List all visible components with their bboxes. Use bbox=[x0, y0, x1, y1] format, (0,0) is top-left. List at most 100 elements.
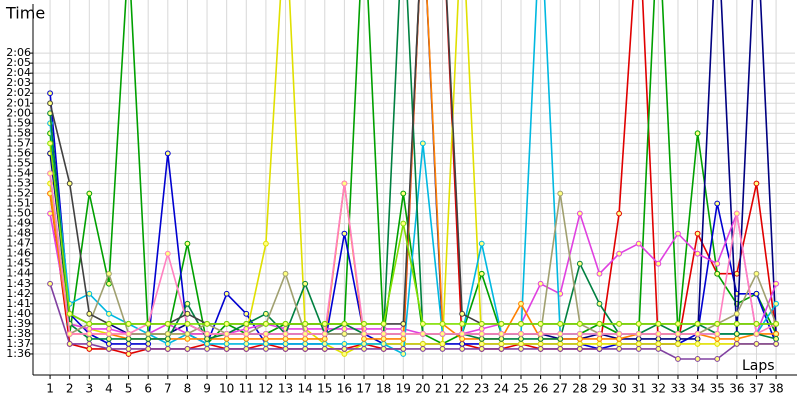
data-point bbox=[714, 336, 721, 342]
data-point bbox=[66, 330, 73, 337]
x-tick-label: 1 bbox=[46, 382, 54, 396]
data-point bbox=[106, 325, 112, 332]
data-point bbox=[616, 210, 623, 217]
y-tick-label: 2:04 bbox=[6, 66, 31, 79]
data-point bbox=[106, 310, 112, 317]
data-point bbox=[478, 240, 485, 247]
data-point bbox=[47, 140, 53, 147]
x-tick-label: 33 bbox=[670, 382, 685, 396]
data-point bbox=[341, 346, 348, 352]
data-point bbox=[439, 320, 446, 327]
data-point bbox=[243, 346, 250, 352]
data-point bbox=[400, 330, 407, 337]
data-point bbox=[694, 230, 701, 237]
data-point bbox=[282, 341, 289, 347]
data-point bbox=[714, 356, 721, 362]
data-point bbox=[459, 341, 466, 347]
y-tick-label: 1:42 bbox=[6, 287, 31, 300]
data-point bbox=[557, 336, 564, 342]
data-point bbox=[733, 310, 740, 317]
data-point bbox=[263, 310, 269, 317]
data-point bbox=[694, 320, 701, 327]
data-point bbox=[655, 336, 662, 342]
data-point bbox=[184, 300, 191, 307]
y-tick-label: 1:45 bbox=[6, 257, 31, 270]
data-point bbox=[596, 336, 603, 342]
data-point bbox=[478, 270, 485, 277]
data-point bbox=[616, 341, 623, 347]
data-point bbox=[498, 330, 505, 337]
data-point bbox=[145, 346, 152, 352]
data-point bbox=[439, 346, 446, 352]
data-point bbox=[282, 320, 289, 327]
series-line bbox=[49, 173, 777, 336]
data-point bbox=[714, 341, 721, 347]
data-point bbox=[714, 330, 721, 337]
data-point bbox=[439, 330, 446, 337]
data-point bbox=[380, 346, 387, 352]
data-point bbox=[753, 290, 760, 297]
data-point bbox=[400, 190, 407, 197]
data-point bbox=[184, 320, 191, 327]
data-point bbox=[557, 341, 564, 347]
data-point bbox=[773, 341, 779, 347]
data-point bbox=[321, 346, 328, 352]
y-tick-label: 1:36 bbox=[6, 347, 31, 360]
y-tick-label: 1:51 bbox=[6, 197, 31, 210]
y-tick-label: 2:06 bbox=[6, 46, 31, 59]
x-tick-label: 35 bbox=[710, 382, 725, 396]
data-point bbox=[86, 290, 93, 297]
data-point bbox=[655, 320, 662, 327]
data-point bbox=[459, 310, 466, 317]
data-point bbox=[478, 330, 485, 337]
y-tick-label: 2:00 bbox=[6, 106, 31, 119]
y-tick-label: 2:05 bbox=[6, 56, 31, 69]
y-tick-label: 1:53 bbox=[6, 176, 31, 189]
data-point bbox=[714, 270, 721, 277]
data-point bbox=[694, 250, 701, 257]
data-point bbox=[518, 330, 524, 337]
data-point bbox=[164, 346, 171, 352]
data-point bbox=[576, 210, 583, 217]
data-point bbox=[204, 336, 210, 342]
x-tick-label: 28 bbox=[572, 382, 587, 396]
data-point bbox=[616, 346, 623, 352]
data-point bbox=[243, 320, 250, 327]
y-tick-label: 1:57 bbox=[6, 136, 31, 149]
data-point bbox=[694, 130, 701, 137]
x-tick-label: 4 bbox=[105, 382, 113, 396]
data-point bbox=[106, 346, 112, 352]
data-point bbox=[164, 330, 171, 337]
data-point bbox=[243, 341, 250, 347]
data-point bbox=[243, 310, 250, 317]
data-point bbox=[361, 330, 367, 337]
data-point bbox=[106, 330, 112, 337]
data-point bbox=[184, 330, 191, 337]
data-point bbox=[714, 320, 721, 327]
data-point bbox=[106, 341, 112, 347]
data-point bbox=[321, 341, 328, 347]
data-point bbox=[773, 336, 779, 342]
data-point bbox=[361, 336, 367, 342]
data-point bbox=[635, 240, 642, 247]
y-tick-label: 1:55 bbox=[6, 156, 31, 169]
data-point bbox=[223, 341, 230, 347]
data-point bbox=[184, 310, 191, 317]
data-point bbox=[675, 336, 681, 342]
data-point bbox=[380, 341, 387, 347]
x-tick-label: 25 bbox=[513, 382, 528, 396]
x-tick-label: 26 bbox=[533, 382, 548, 396]
plot-area bbox=[47, 0, 779, 362]
data-point bbox=[675, 330, 681, 337]
data-point bbox=[694, 336, 701, 342]
x-tick-label: 8 bbox=[184, 382, 192, 396]
data-point bbox=[302, 341, 309, 347]
y-tick-label: 1:46 bbox=[6, 247, 31, 260]
x-tick-label: 16 bbox=[337, 382, 352, 396]
data-point bbox=[518, 346, 524, 352]
data-point bbox=[184, 240, 191, 247]
y-tick-label: 1:54 bbox=[6, 166, 31, 179]
data-point bbox=[400, 320, 407, 327]
